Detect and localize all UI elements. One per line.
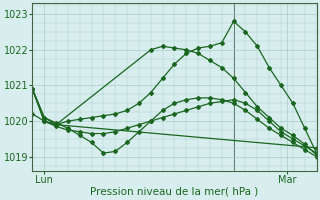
X-axis label: Pression niveau de la mer( hPa ): Pression niveau de la mer( hPa ) xyxy=(90,187,259,197)
